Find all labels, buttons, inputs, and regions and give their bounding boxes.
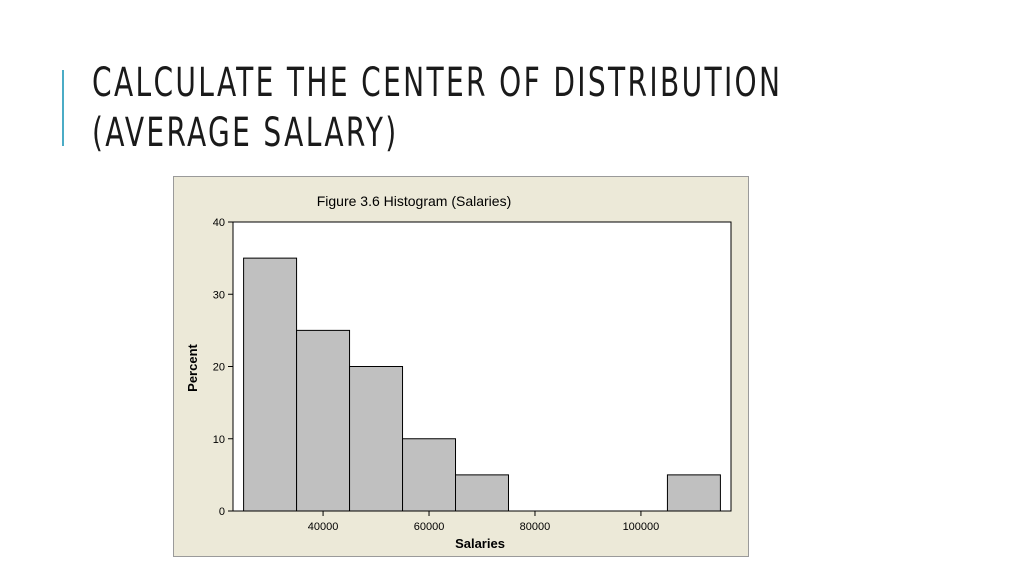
histogram-bar [349,366,404,512]
y-tick-label: 40 [213,217,225,229]
x-tick-label: 40000 [308,521,339,533]
y-tick-label: 0 [219,506,225,518]
axes-group: 0 10 20 30 40 40000 60000 80000 100000 [213,217,660,533]
histogram-bar [402,438,457,512]
y-tick-label: 30 [213,289,225,301]
x-tick-label: 100000 [623,521,660,533]
x-tick-label: 60000 [414,521,445,533]
histogram-bar [243,257,298,512]
histogram-chart: 0 10 20 30 40 40000 60000 80000 100000 Figure 3.… [185,193,732,551]
histogram-figure: 0 10 20 30 40 40000 60000 80000 100000 Figure 3.… [173,176,749,557]
y-tick-label: 10 [213,434,225,446]
y-axis-label: Percent [185,343,200,391]
histogram-bar [455,474,509,512]
histogram-bar [296,329,351,512]
y-tick-label: 20 [213,362,225,374]
x-tick-label: 80000 [520,521,551,533]
slide-title-line-1: CALCULATE THE CENTER OF DISTRIBUTION [92,60,783,106]
bars-group [243,257,721,512]
slide-title: CALCULATE THE CENTER OF DISTRIBUTION (AV… [92,58,783,158]
slide-title-line-2: (AVERAGE SALARY) [92,110,399,156]
x-axis-label: Salaries [455,536,505,551]
chart-title: Figure 3.6 Histogram (Salaries) [317,193,512,209]
title-accent-bar [62,70,64,146]
histogram-bar [666,474,721,512]
